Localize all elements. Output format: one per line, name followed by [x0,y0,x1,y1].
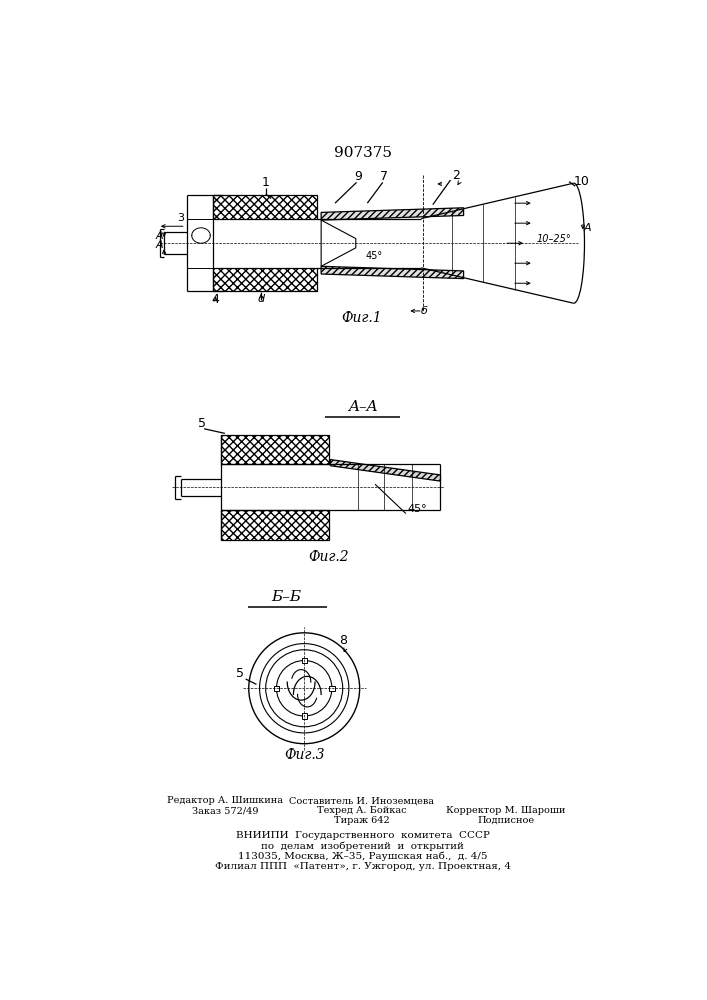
Polygon shape [214,195,317,219]
Polygon shape [330,460,440,481]
Text: Тираж 642: Тираж 642 [334,816,390,825]
Text: Фиг.3: Фиг.3 [284,748,325,762]
Text: A: A [156,231,163,241]
Text: 8: 8 [339,634,346,647]
Text: 1: 1 [262,176,269,189]
Text: 10–25°: 10–25° [537,234,571,244]
Text: Корректор М. Шароши: Корректор М. Шароши [446,806,566,815]
Text: 907375: 907375 [334,146,392,160]
Text: б: б [421,306,428,316]
Text: 9: 9 [354,170,362,183]
Text: 45°: 45° [366,251,383,261]
Text: 4: 4 [211,293,220,306]
Text: 10: 10 [573,175,590,188]
Polygon shape [221,510,329,540]
Bar [301,658,307,663]
Text: 5: 5 [198,417,206,430]
Bar [274,686,279,691]
Polygon shape [214,268,317,291]
Text: Фиг.1: Фиг.1 [341,311,382,325]
Text: A–A: A–A [348,400,378,414]
Text: Составитель И. Иноземцева: Составитель И. Иноземцева [289,796,435,805]
Text: Б–Б: Б–Б [271,590,302,604]
Text: 5: 5 [236,667,244,680]
Text: Техред А. Бойкас: Техред А. Бойкас [317,806,407,815]
Text: Фиг.2: Фиг.2 [308,550,349,564]
Text: Филиал ППП  «Патент», г. Ужгород, ул. Проектная, 4: Филиал ППП «Патент», г. Ужгород, ул. Про… [215,862,510,871]
Text: ВНИИПИ  Государственного  комитета  СССР: ВНИИПИ Государственного комитета СССР [236,831,490,840]
Text: Подписное: Подписное [477,816,534,825]
Bar [301,713,307,719]
Text: Редактор А. Шишкина: Редактор А. Шишкина [167,796,283,805]
Text: A: A [156,240,163,250]
Text: 3: 3 [177,213,184,223]
Bar [329,686,334,691]
Text: по  делам  изобретений  и  открытий: по делам изобретений и открытий [262,841,464,851]
Text: A: A [584,223,591,233]
Text: 113035, Москва, Ж–35, Раушская наб.,  д. 4/5: 113035, Москва, Ж–35, Раушская наб., д. … [238,852,487,861]
Polygon shape [321,208,464,220]
Polygon shape [221,435,329,464]
Polygon shape [321,266,464,279]
Text: 2: 2 [452,169,460,182]
Text: 7: 7 [380,170,388,183]
Text: Заказ 572/49: Заказ 572/49 [192,806,258,815]
Text: d: d [257,294,264,304]
Text: 45°: 45° [407,504,427,514]
